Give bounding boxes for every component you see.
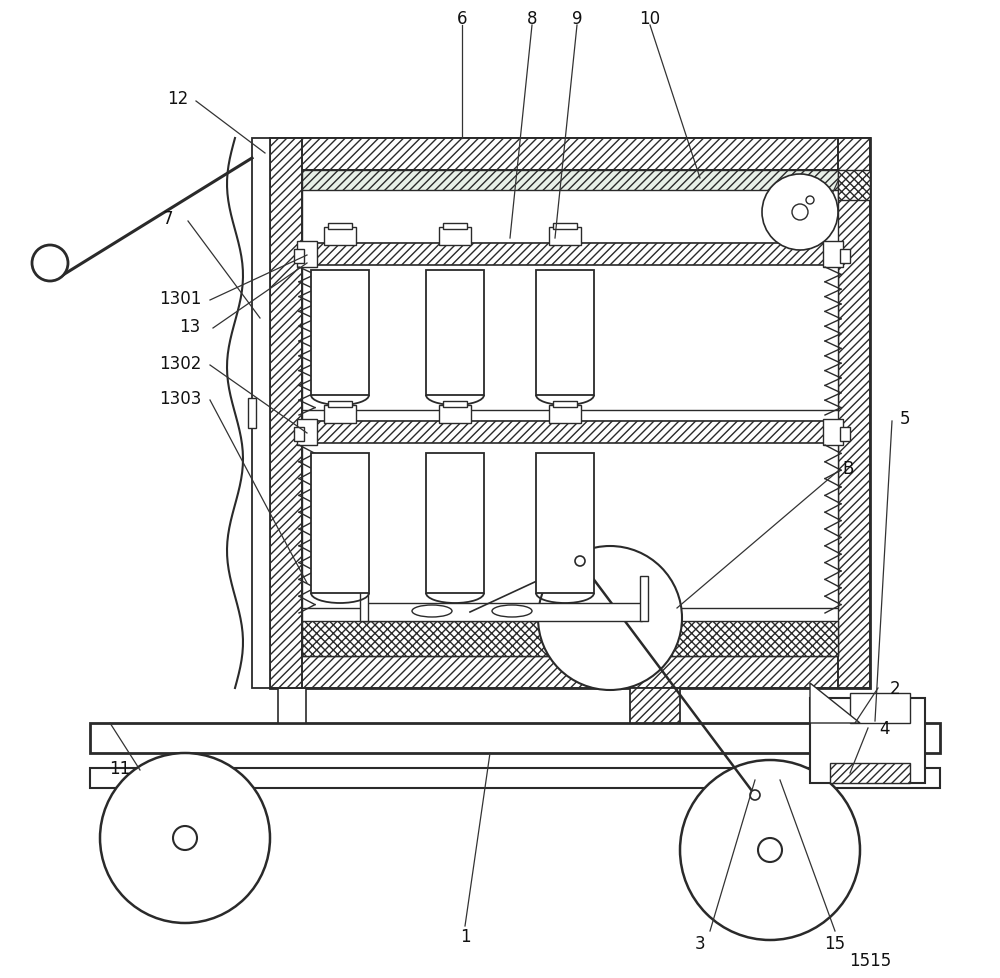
Bar — [324, 228, 356, 245]
Bar — [553, 224, 577, 230]
Text: 10: 10 — [639, 10, 661, 28]
Bar — [536, 454, 594, 594]
Bar — [439, 228, 471, 245]
Bar — [549, 406, 581, 423]
Bar — [311, 454, 369, 594]
Bar — [252, 139, 270, 689]
Text: 9: 9 — [572, 10, 582, 28]
Bar — [443, 224, 467, 230]
Circle shape — [806, 197, 814, 204]
Circle shape — [762, 175, 838, 250]
Bar — [823, 242, 843, 268]
Circle shape — [575, 556, 585, 566]
Bar — [90, 768, 940, 788]
Bar — [443, 402, 467, 408]
Bar — [302, 621, 838, 656]
Bar — [810, 698, 925, 783]
Bar — [630, 689, 680, 724]
Text: 3: 3 — [695, 934, 705, 952]
Bar — [302, 171, 838, 191]
Bar — [324, 406, 356, 423]
Bar — [838, 139, 870, 689]
Bar — [302, 244, 838, 266]
Bar — [302, 244, 838, 411]
Bar — [90, 724, 940, 753]
Circle shape — [750, 790, 760, 800]
Text: 15: 15 — [824, 934, 846, 952]
Bar — [840, 249, 850, 264]
Text: A: A — [842, 170, 854, 188]
Text: 1515: 1515 — [849, 951, 891, 969]
Text: 1302: 1302 — [159, 355, 201, 373]
Bar — [426, 271, 484, 395]
Bar — [270, 139, 302, 689]
Bar — [360, 576, 368, 621]
Circle shape — [538, 547, 682, 690]
Circle shape — [792, 204, 808, 221]
Text: 1303: 1303 — [159, 389, 201, 408]
Bar — [439, 406, 471, 423]
Bar — [270, 139, 870, 689]
Text: 11: 11 — [109, 759, 131, 778]
Bar — [297, 420, 317, 446]
Text: 13: 13 — [179, 318, 201, 335]
Bar — [850, 693, 910, 724]
Bar — [549, 228, 581, 245]
Text: 12: 12 — [167, 90, 189, 108]
Circle shape — [32, 245, 68, 282]
Circle shape — [758, 838, 782, 863]
Bar — [830, 763, 910, 783]
Bar — [294, 427, 304, 441]
Bar — [270, 656, 870, 689]
Bar — [311, 271, 369, 395]
Bar — [362, 603, 642, 621]
Bar — [302, 171, 838, 656]
Text: 1301: 1301 — [159, 289, 201, 308]
Circle shape — [680, 760, 860, 940]
Circle shape — [173, 826, 197, 850]
Text: 7: 7 — [163, 210, 173, 228]
Text: 1: 1 — [460, 927, 470, 945]
Text: 2: 2 — [890, 680, 900, 697]
Ellipse shape — [492, 605, 532, 617]
Ellipse shape — [412, 605, 452, 617]
Bar — [838, 171, 870, 200]
Text: B: B — [842, 460, 854, 477]
Bar — [270, 139, 870, 171]
Bar — [328, 224, 352, 230]
Circle shape — [100, 753, 270, 923]
Bar — [823, 420, 843, 446]
Text: 4: 4 — [880, 719, 890, 737]
Bar — [553, 402, 577, 408]
Bar — [297, 242, 317, 268]
Bar — [294, 249, 304, 264]
Polygon shape — [810, 684, 860, 724]
Bar — [302, 422, 838, 608]
Text: 8: 8 — [527, 10, 537, 28]
Bar — [840, 427, 850, 441]
Bar — [328, 402, 352, 408]
Text: 5: 5 — [900, 410, 910, 427]
Bar — [302, 422, 838, 444]
Bar — [640, 576, 648, 621]
Bar — [536, 271, 594, 395]
Bar — [278, 689, 306, 724]
Bar — [426, 454, 484, 594]
Bar — [248, 399, 256, 428]
Text: 6: 6 — [457, 10, 467, 28]
